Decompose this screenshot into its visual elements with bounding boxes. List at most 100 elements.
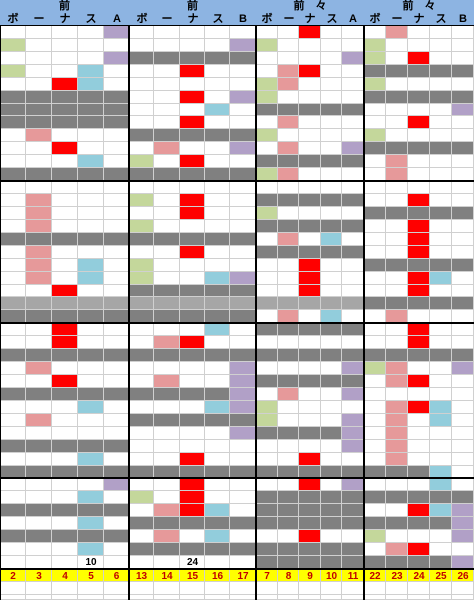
grid-cell[interactable] (26, 336, 52, 349)
grid-cell[interactable] (104, 181, 129, 194)
grid-cell[interactable] (408, 39, 430, 52)
grid-cell[interactable] (321, 285, 342, 297)
grid-cell[interactable] (299, 582, 321, 595)
grid-cell[interactable] (299, 116, 321, 129)
grid-cell[interactable] (430, 91, 452, 104)
grid-cell[interactable] (256, 530, 278, 543)
grid-cell[interactable] (52, 285, 78, 297)
grid-cell[interactable] (26, 26, 52, 39)
grid-cell[interactable] (299, 323, 321, 336)
grid-cell[interactable] (205, 543, 230, 556)
grid-cell[interactable] (129, 504, 154, 517)
grid-cell[interactable] (256, 388, 278, 401)
grid-cell[interactable] (299, 259, 321, 272)
grid-cell[interactable] (52, 414, 78, 427)
grid-cell[interactable] (386, 530, 408, 543)
grid-cell[interactable] (342, 504, 364, 517)
grid-cell[interactable] (129, 246, 154, 259)
grid-cell[interactable] (129, 453, 154, 466)
grid-cell[interactable] (278, 582, 299, 595)
grid-cell[interactable] (299, 129, 321, 142)
grid-cell[interactable] (408, 401, 430, 414)
grid-cell[interactable] (430, 181, 452, 194)
grid-cell[interactable] (154, 543, 180, 556)
grid-cell[interactable] (342, 582, 364, 595)
grid-cell[interactable] (278, 323, 299, 336)
grid-cell[interactable] (278, 453, 299, 466)
grid-cell[interactable] (104, 362, 129, 375)
grid-cell[interactable] (26, 427, 52, 440)
grid-cell[interactable] (364, 491, 386, 504)
grid-cell[interactable] (129, 362, 154, 375)
grid-cell[interactable] (78, 582, 104, 595)
grid-cell[interactable] (256, 297, 278, 310)
grid-cell[interactable] (154, 414, 180, 427)
grid-cell[interactable] (452, 65, 474, 78)
grid-cell[interactable] (154, 595, 180, 600)
grid-cell[interactable] (0, 78, 26, 91)
grid-cell[interactable] (180, 272, 205, 285)
grid-cell[interactable] (386, 181, 408, 194)
grid-cell[interactable] (154, 478, 180, 491)
grid-cell[interactable] (26, 491, 52, 504)
grid-cell[interactable] (154, 517, 180, 530)
grid-cell[interactable] (364, 129, 386, 142)
grid-cell[interactable] (0, 504, 26, 517)
grid-cell[interactable] (180, 323, 205, 336)
grid-cell[interactable] (342, 401, 364, 414)
grid-cell[interactable] (154, 297, 180, 310)
grid-cell[interactable] (52, 65, 78, 78)
grid-cell[interactable] (180, 78, 205, 91)
grid-cell[interactable] (386, 52, 408, 65)
grid-cell[interactable] (321, 297, 342, 310)
grid-cell[interactable] (430, 116, 452, 129)
grid-cell[interactable] (256, 517, 278, 530)
grid-cell[interactable] (299, 272, 321, 285)
grid-cell[interactable] (26, 453, 52, 466)
grid-cell[interactable] (78, 453, 104, 466)
grid-cell[interactable] (278, 375, 299, 388)
grid-cell[interactable] (278, 530, 299, 543)
grid-cell[interactable] (205, 104, 230, 116)
grid-cell[interactable] (78, 427, 104, 440)
grid-cell[interactable] (0, 297, 26, 310)
grid-cell[interactable] (321, 129, 342, 142)
grid-cell[interactable] (0, 517, 26, 530)
grid-cell[interactable] (386, 414, 408, 427)
grid-cell[interactable] (78, 504, 104, 517)
grid-cell[interactable] (452, 129, 474, 142)
grid-cell[interactable] (278, 543, 299, 556)
grid-cell[interactable] (180, 142, 205, 155)
grid-cell[interactable] (78, 401, 104, 414)
grid-cell[interactable] (386, 194, 408, 207)
grid-cell[interactable] (452, 491, 474, 504)
grid-cell[interactable] (452, 297, 474, 310)
grid-cell[interactable] (230, 388, 256, 401)
grid-cell[interactable] (154, 427, 180, 440)
grid-cell[interactable] (205, 453, 230, 466)
grid-cell[interactable] (52, 362, 78, 375)
grid-cell[interactable] (278, 595, 299, 600)
grid-cell[interactable] (154, 285, 180, 297)
grid-cell[interactable] (205, 414, 230, 427)
grid-cell[interactable] (364, 181, 386, 194)
grid-cell[interactable] (78, 26, 104, 39)
grid-cell[interactable] (452, 453, 474, 466)
grid-cell[interactable] (256, 39, 278, 52)
grid-cell[interactable] (430, 582, 452, 595)
grid-cell[interactable] (230, 155, 256, 168)
grid-cell[interactable] (299, 491, 321, 504)
grid-cell[interactable] (256, 194, 278, 207)
grid-cell[interactable] (26, 259, 52, 272)
grid-cell[interactable] (52, 26, 78, 39)
grid-cell[interactable] (321, 504, 342, 517)
grid-cell[interactable] (256, 323, 278, 336)
grid-cell[interactable] (408, 246, 430, 259)
grid-cell[interactable] (321, 26, 342, 39)
grid-cell[interactable] (180, 52, 205, 65)
grid-cell[interactable] (230, 349, 256, 362)
grid-cell[interactable] (430, 323, 452, 336)
grid-cell[interactable] (386, 233, 408, 246)
grid-cell[interactable] (205, 388, 230, 401)
grid-cell[interactable] (180, 207, 205, 220)
